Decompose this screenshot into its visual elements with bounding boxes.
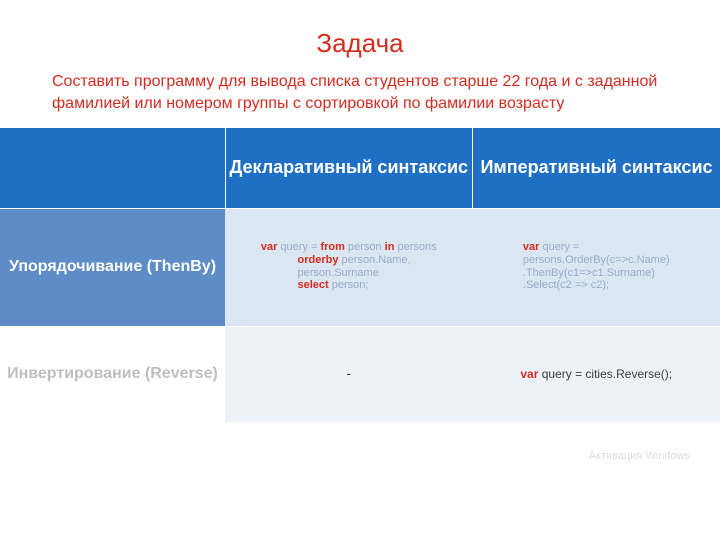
code-imp-reverse: var query = cities.Reverse(); — [520, 368, 672, 382]
slide: Задача Составить программу для вывода сп… — [0, 0, 720, 540]
table-header-row: Декларативный синтаксис Императивный син… — [0, 128, 720, 208]
row-thenby-imperative: var query = persons.OrderBy(c=>c.Name) .… — [473, 208, 720, 326]
code-imp-thenby: var query = persons.OrderBy(c=>c.Name) .… — [523, 241, 670, 292]
slide-title-wrap: Задача — [0, 0, 720, 59]
row-thenby-declarative: var query = from person in persons order… — [225, 208, 473, 326]
row-thenby: Упорядочивание (ThenBy) var query = from… — [0, 208, 720, 326]
task-text: Составить программу для вывода списка ст… — [0, 59, 720, 128]
header-declarative: Декларативный синтаксис — [225, 128, 473, 208]
watermark: Активация Windows — [589, 450, 690, 462]
header-imperative: Императивный синтаксис — [473, 128, 720, 208]
row-reverse-declarative: - — [225, 326, 473, 422]
row-reverse-imperative: var query = cities.Reverse(); — [473, 326, 720, 422]
code-decl-thenby: var query = from person in persons order… — [261, 241, 437, 292]
header-empty — [0, 128, 225, 208]
row-thenby-label: Упорядочивание (ThenBy) — [0, 208, 225, 326]
row-reverse: Инвертирование (Reverse) - var query = c… — [0, 326, 720, 422]
code-decl-reverse: - — [346, 365, 351, 381]
comparison-table: Декларативный синтаксис Императивный син… — [0, 128, 720, 422]
row-reverse-label: Инвертирование (Reverse) — [0, 326, 225, 422]
slide-title: Задача — [0, 28, 720, 59]
